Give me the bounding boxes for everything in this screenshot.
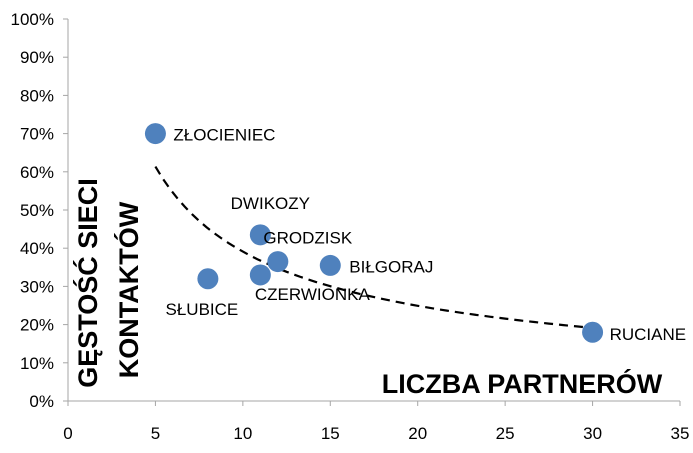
x-tick-label: 15 bbox=[321, 424, 340, 443]
y-tick-label: 40% bbox=[20, 239, 54, 258]
data-label: RUCIANE bbox=[610, 325, 687, 344]
data-label: CZERWIONKA bbox=[255, 285, 371, 304]
y-tick-label: 90% bbox=[20, 48, 54, 67]
y-tick-label: 70% bbox=[20, 125, 54, 144]
x-axis-title: LICZBA PARTNERÓW bbox=[382, 368, 663, 399]
data-label: SŁUBICE bbox=[166, 300, 239, 319]
y-axis-title-line-1: GĘSTOŚĆ SIECI bbox=[72, 178, 103, 388]
y-tick-label: 20% bbox=[20, 316, 54, 335]
y-tick-labels: 0% 10% 20% 30% 40% 50% 60% 70% 80% 90% 100% bbox=[11, 10, 68, 411]
x-tick-label: 0 bbox=[63, 424, 72, 443]
data-label: GRODZISK bbox=[263, 229, 352, 248]
y-tick-label: 100% bbox=[11, 10, 54, 29]
x-tick-label: 35 bbox=[671, 424, 690, 443]
x-tick-label: 30 bbox=[583, 424, 602, 443]
y-tick-label: 60% bbox=[20, 163, 54, 182]
data-label: DWIKOZY bbox=[231, 194, 310, 213]
data-point bbox=[144, 123, 166, 145]
data-point bbox=[249, 224, 271, 246]
x-tick-label: 20 bbox=[408, 424, 427, 443]
data-point bbox=[197, 268, 219, 290]
x-tick-label: 10 bbox=[233, 424, 252, 443]
x-tick-label: 5 bbox=[151, 424, 160, 443]
axes bbox=[67, 19, 680, 402]
data-point bbox=[249, 264, 271, 286]
y-tick-label: 50% bbox=[20, 201, 54, 220]
data-points bbox=[144, 123, 604, 343]
trendline bbox=[154, 166, 593, 329]
y-tick-label: 10% bbox=[20, 354, 54, 373]
data-label: BIŁGORAJ bbox=[349, 257, 433, 276]
y-tick-label: 80% bbox=[20, 86, 54, 105]
y-tick-label: 30% bbox=[20, 277, 54, 296]
data-labels: ZŁOCIENIEC SŁUBICE DWIKOZY CZERWIONKA GRODZI… bbox=[166, 126, 687, 345]
data-point bbox=[582, 321, 604, 343]
x-tick-labels: 0 5 10 15 20 25 30 35 bbox=[63, 401, 689, 443]
y-axis-title-line-2: KONTAKTÓW bbox=[113, 201, 144, 378]
y-tick-label: 0% bbox=[29, 392, 54, 411]
data-label: ZŁOCIENIEC bbox=[173, 126, 275, 145]
data-point bbox=[267, 251, 289, 273]
data-point bbox=[319, 254, 341, 276]
x-tick-label: 25 bbox=[496, 424, 515, 443]
